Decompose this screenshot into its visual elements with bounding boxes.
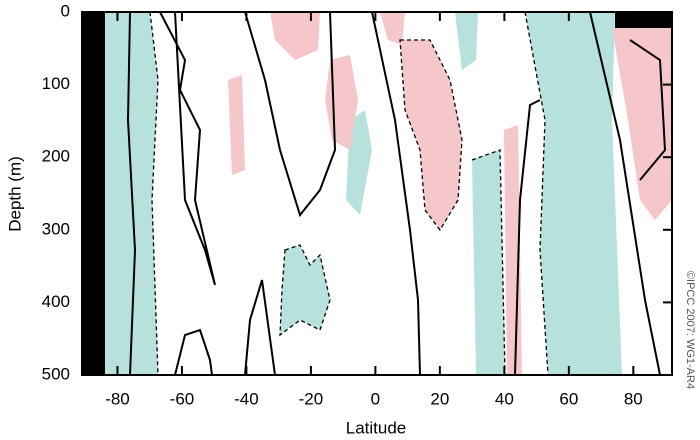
x-tick-label: 40 (495, 389, 514, 408)
contour-line (524, 11, 549, 376)
land-mask (615, 12, 672, 28)
positive-region (400, 40, 462, 230)
positive-region (612, 28, 672, 220)
land-mask (82, 12, 105, 375)
contour-line (126, 11, 137, 376)
contour-line (399, 39, 463, 232)
negative-region (280, 245, 330, 335)
negative-region (346, 110, 372, 215)
x-tick-label: -80 (105, 389, 130, 408)
contour-line (159, 11, 216, 286)
contour-line (149, 11, 159, 376)
contour-line (589, 11, 661, 376)
y-tick-label: 200 (42, 147, 70, 166)
contour-line (629, 39, 667, 181)
y-tick-label: 400 (42, 292, 70, 311)
y-tick-label: 300 (42, 219, 70, 238)
contour-line (244, 11, 337, 218)
contour-field (82, 11, 672, 376)
contour-line (279, 244, 331, 337)
x-tick-label: -20 (299, 389, 324, 408)
contour-line (514, 99, 541, 376)
copyright: ©IPCC 2007: WG1-AR4 (684, 271, 696, 389)
positive-region (270, 12, 320, 60)
negative-region (525, 12, 622, 375)
negative-region (455, 12, 478, 70)
contour-line (244, 279, 276, 376)
contour-line (371, 11, 421, 376)
positive-region (228, 75, 245, 175)
x-tick-label: 80 (624, 389, 643, 408)
x-tick-label: -40 (234, 389, 259, 408)
y-axis-title: Depth (m) (5, 156, 24, 232)
negative-region (472, 150, 505, 375)
x-tick-label: 0 (371, 389, 380, 408)
contour-line (174, 328, 213, 376)
x-tick-label: 20 (430, 389, 449, 408)
plot-frame (81, 11, 673, 376)
y-tick-label: 500 (42, 364, 70, 383)
positive-region (380, 12, 405, 45)
y-tick-label: 100 (42, 74, 70, 93)
y-tick-label: 0 (61, 1, 70, 20)
contour-line (471, 149, 506, 376)
x-axis-title: Latitude (346, 418, 407, 437)
x-tick-label: -60 (170, 389, 195, 408)
x-tick-label: 60 (559, 389, 578, 408)
